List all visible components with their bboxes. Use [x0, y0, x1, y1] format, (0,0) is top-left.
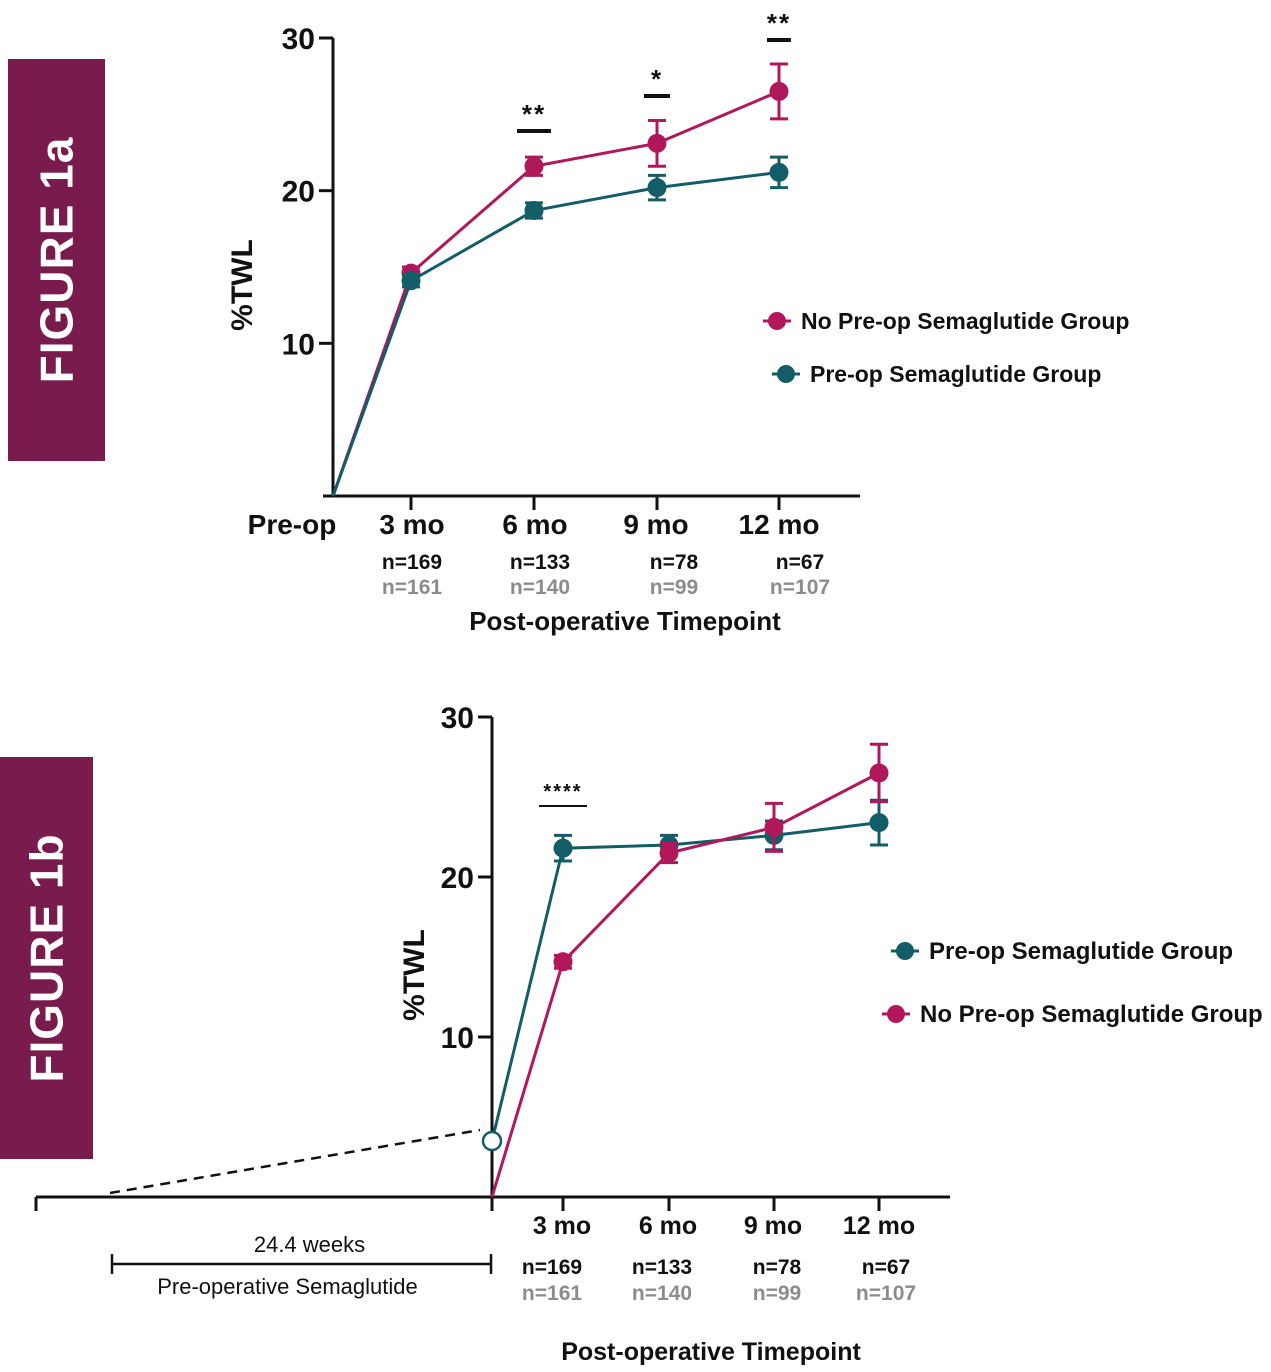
data-point [647, 133, 667, 153]
x-tick-label: 12 mo [843, 1212, 915, 1240]
series-no-pre-op-semaglutide-group [331, 62, 789, 497]
x-tick-label: 12 mo [739, 509, 820, 540]
legend-marker [768, 312, 786, 330]
n-label-secondary: n=99 [753, 1282, 801, 1305]
n-label-secondary: n=99 [650, 576, 698, 599]
legend-entry: No Pre-op Semaglutide Group [920, 1001, 1263, 1028]
series-pre-op-semaglutide-group [331, 155, 789, 497]
data-point [769, 81, 789, 101]
n-label-secondary: n=140 [510, 576, 570, 599]
data-point [401, 271, 421, 291]
n-label-secondary: n=161 [382, 576, 442, 599]
legend-marker [777, 365, 795, 383]
start-marker [481, 1130, 503, 1152]
data-point [659, 843, 679, 863]
data-point [647, 178, 667, 198]
y-tick-label: 20 [282, 176, 315, 209]
n-label-primary: n=67 [862, 1256, 910, 1279]
n-label-secondary: n=161 [522, 1282, 582, 1305]
chart-1b: 10 20 30 %TWL 3 mo 6 mo 9 mo 12 mo n=169 n=133 n=7… [34, 702, 1263, 1366]
legend-marker [896, 942, 914, 960]
n-label-primary: n=133 [632, 1256, 692, 1279]
series-line [331, 170, 780, 497]
series-line [490, 821, 880, 1142]
x-tick-label: 6 mo [502, 509, 567, 540]
significance-label: **** [543, 781, 582, 803]
x-tick-label: 6 mo [639, 1212, 697, 1240]
y-tick-label: 10 [282, 328, 315, 361]
legend-marker [887, 1005, 905, 1023]
data-point [764, 817, 784, 837]
y-tick-label: 10 [441, 1022, 474, 1055]
n-label-secondary: n=107 [856, 1282, 916, 1305]
n-label-secondary: n=107 [770, 576, 830, 599]
data-point [553, 952, 573, 972]
x-axis-label: Post-operative Timepoint [561, 1338, 861, 1366]
y-tick-label: 30 [441, 702, 474, 735]
data-point [769, 162, 789, 182]
data-point [524, 201, 544, 221]
series-line [331, 90, 780, 497]
figure-1b-label: FIGURE 1b [0, 757, 93, 1159]
n-label-primary: n=133 [510, 551, 570, 574]
x-axis-label: Post-operative Timepoint [469, 606, 781, 636]
n-label-secondary: n=140 [632, 1282, 692, 1305]
y-tick-label: 20 [441, 862, 474, 895]
n-label-primary: n=78 [650, 551, 699, 574]
series-pre-op-semaglutide-group [481, 798, 889, 1152]
x-tick-label: 9 mo [623, 509, 688, 540]
data-point [869, 763, 889, 783]
legend-entry: No Pre-op Semaglutide Group [801, 308, 1129, 334]
x-tick-label: 9 mo [744, 1212, 802, 1240]
preop-period-label: Pre-operative Semaglutide [157, 1274, 417, 1299]
y-axis-label: %TWL [226, 239, 259, 331]
y-tick-label: 30 [282, 23, 315, 56]
legend-entry: Pre-op Semaglutide Group [810, 361, 1101, 387]
significance-label: ** [767, 8, 791, 38]
preop-dashed-trend [109, 1128, 481, 1195]
data-point [524, 156, 544, 176]
significance-label: ** [522, 99, 546, 129]
n-label-primary: n=67 [776, 551, 824, 574]
series-line [490, 771, 880, 1198]
n-label-primary: n=169 [382, 551, 442, 574]
preop-period-duration: 24.4 weeks [254, 1232, 365, 1257]
x-tick-label: 3 mo [533, 1212, 591, 1240]
series-no-pre-op-semaglutide-group [490, 742, 889, 1198]
data-point [869, 813, 889, 833]
n-label-primary: n=169 [522, 1256, 582, 1279]
y-axis-label: %TWL [398, 929, 431, 1021]
significance-label: * [651, 64, 663, 94]
data-point [553, 838, 573, 858]
x-tick-label: 3 mo [379, 509, 444, 540]
n-label-primary: n=78 [753, 1256, 802, 1279]
figure-1a-label: FIGURE 1a [8, 59, 105, 461]
legend-entry: Pre-op Semaglutide Group [929, 938, 1233, 965]
x-tick-label: Pre-op [248, 509, 337, 540]
